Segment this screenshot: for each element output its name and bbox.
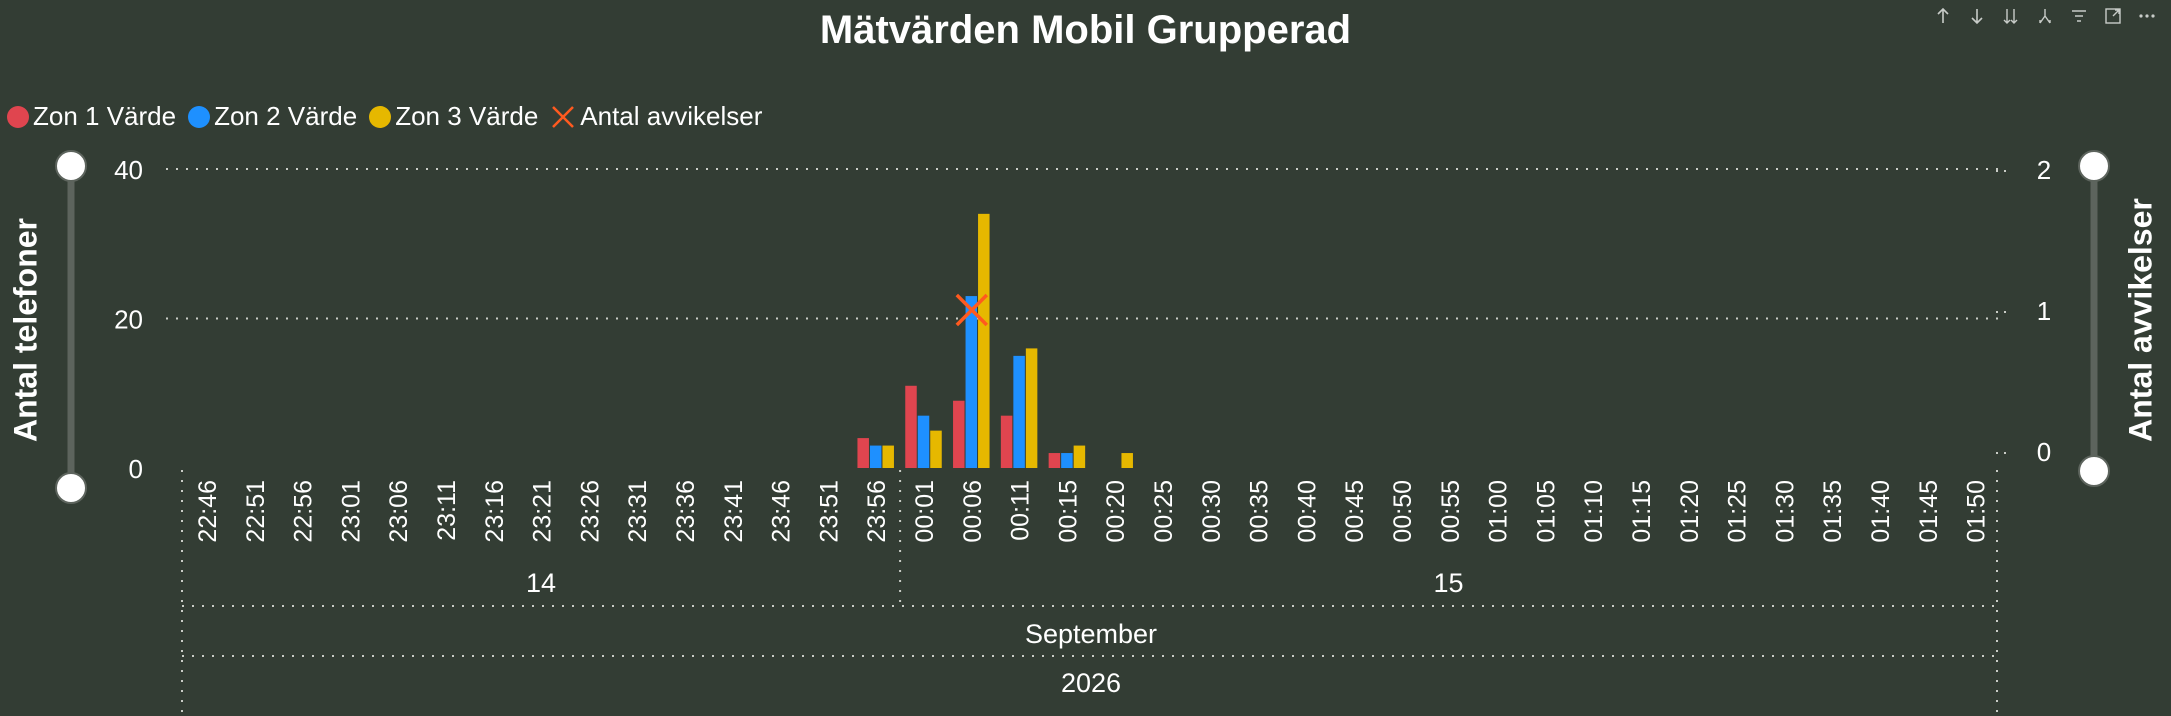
x-tick-label: 23:46: [768, 480, 796, 543]
legend-item-zon3[interactable]: Zon 3 Värde: [369, 101, 538, 132]
zoom-slider-left-handle-bottom[interactable]: [55, 472, 87, 504]
bar-zon-2-värde[interactable]: [1013, 355, 1025, 468]
bar-zon-3-värde[interactable]: [978, 213, 990, 468]
x-tick-label: 00:45: [1341, 480, 1369, 543]
y-right-tick-label: 0: [2037, 437, 2051, 467]
fork-icon: [2039, 9, 2051, 24]
bar-zon-3-värde[interactable]: [1025, 348, 1038, 468]
x-tick-label: 23:56: [863, 480, 891, 543]
x-tick-label: 22:56: [290, 480, 318, 543]
x-tick-label: 00:50: [1389, 480, 1417, 543]
legend-item-zon1[interactable]: Zon 1 Värde: [7, 101, 176, 132]
legend-label-zon2: Zon 2 Värde: [214, 101, 358, 131]
x-month-label: September: [1025, 619, 1157, 649]
x-year-label: 2026: [1061, 668, 1121, 698]
x-tick-label: 00:30: [1198, 480, 1226, 543]
bar-zon-3-värde[interactable]: [882, 445, 894, 468]
expand-next-level-button[interactable]: [2033, 4, 2057, 28]
arrow-down-icon: [1971, 9, 1983, 25]
legend-marker-zon3: [369, 105, 392, 128]
bar-zon-1-värde[interactable]: [1000, 415, 1013, 468]
x-tick-label: 01:35: [1819, 480, 1847, 543]
drill-up-button[interactable]: [1931, 4, 1955, 28]
x-tick-label: 22:46: [194, 480, 222, 543]
zoom-slider-right-handle-bottom[interactable]: [2078, 455, 2110, 487]
x-tick-label: 01:50: [1963, 480, 1991, 543]
bar-zon-3-värde[interactable]: [1073, 445, 1086, 468]
expand-all-levels-button[interactable]: [1999, 4, 2023, 28]
more-options-icon: [2139, 14, 2155, 18]
y-left-tick-label: 20: [114, 305, 143, 335]
x-tick-label: 00:40: [1293, 480, 1321, 543]
bar-zon-2-värde[interactable]: [869, 445, 882, 468]
x-tick-label: 01:15: [1628, 480, 1656, 543]
marker-antal-avvikelser[interactable]: [955, 293, 989, 327]
y-left-tick-label: 40: [114, 155, 143, 185]
visual-header-toolbar: [1931, 4, 2159, 28]
x-tick-label: 23:26: [576, 480, 604, 543]
more-options-button[interactable]: [2135, 4, 2159, 28]
x-tick-label: 23:11: [433, 480, 461, 541]
drill-down-button[interactable]: [1965, 4, 1989, 28]
x-tick-label: 23:06: [385, 480, 413, 543]
bar-zon-3-värde[interactable]: [930, 430, 942, 468]
arrow-up-icon: [1937, 7, 1949, 23]
x-tick-label: 23:21: [529, 480, 557, 543]
bar-zon-2-värde[interactable]: [917, 415, 930, 468]
x-tick-label: 00:35: [1246, 480, 1274, 543]
x-tick-label: 00:20: [1102, 480, 1130, 543]
x-tick-label: 00:15: [1054, 480, 1082, 543]
x-tick-label: 01:25: [1724, 480, 1752, 543]
x-tick-label: 01:10: [1580, 480, 1608, 543]
y-right-tick-label: 1: [2037, 296, 2051, 326]
bar-zon-1-värde[interactable]: [905, 385, 917, 468]
legend-marker-zon1: [7, 105, 29, 128]
x-tick-label: 23:41: [720, 480, 748, 543]
x-tick-label: 01:05: [1532, 480, 1560, 543]
x-tick-label: 00:25: [1150, 480, 1178, 543]
x-tick-label: 22:51: [242, 480, 270, 543]
bar-zon-3-värde[interactable]: [1121, 453, 1133, 468]
y-right-tick-label: 2: [2037, 155, 2051, 185]
x-tick-label: 23:51: [815, 480, 843, 543]
legend-label-zon1: Zon 1 Värde: [33, 101, 177, 131]
x-tick-label: 00:55: [1437, 480, 1465, 543]
x-tick-label: 00:11: [1007, 480, 1035, 541]
x-tick-label: 00:01: [911, 480, 939, 543]
x-tick-label: 01:00: [1485, 480, 1513, 543]
y-left-tick-label: 0: [129, 454, 143, 484]
x-tick-label: 23:16: [481, 480, 509, 543]
x-tick-label: 00:06: [959, 480, 987, 543]
chart-title: Mätvärden Mobil Grupperad: [819, 8, 1352, 52]
bar-zon-2-värde[interactable]: [1061, 453, 1073, 468]
focus-mode-button[interactable]: [2101, 4, 2125, 28]
x-tick-label: 23:01: [337, 480, 365, 543]
zoom-slider-left-handle-top[interactable]: [55, 150, 87, 182]
bar-zon-1-värde[interactable]: [1048, 453, 1061, 468]
focus-mode-icon: [2105, 8, 2121, 24]
legend-label-zon3: Zon 3 Värde: [395, 101, 539, 131]
x-marker-icon: [552, 105, 575, 128]
bar-zon-1-värde[interactable]: [953, 400, 965, 468]
x-tick-label: 01:30: [1771, 480, 1799, 543]
legend-marker-zon2: [188, 105, 211, 128]
x-tick-label: 01:20: [1676, 480, 1704, 543]
bar-zon-1-värde[interactable]: [857, 438, 869, 468]
double-arrow-down-icon: [2003, 9, 2018, 24]
x-day-label: 15: [1434, 568, 1464, 598]
bar-zon-2-värde[interactable]: [965, 296, 978, 468]
filter-icon: [2072, 10, 2086, 22]
x-tick-label: 01:45: [1915, 480, 1943, 543]
x-tick-label: 23:31: [624, 480, 652, 543]
legend-item-avvikelser[interactable]: Antal avvikelser: [550, 101, 762, 132]
x-day-label: 14: [526, 568, 556, 598]
x-tick-label: 23:36: [672, 480, 700, 543]
filter-button[interactable]: [2067, 4, 2091, 28]
zoom-slider-right-handle-top[interactable]: [2078, 150, 2110, 182]
legend-label-avvikelser: Antal avvikelser: [580, 101, 763, 131]
x-tick-label: 01:40: [1867, 480, 1895, 543]
chart-legend: Zon 1 Värde Zon 2 Värde Zon 3 Värde Anta…: [7, 101, 762, 132]
legend-item-zon2[interactable]: Zon 2 Värde: [188, 101, 357, 132]
